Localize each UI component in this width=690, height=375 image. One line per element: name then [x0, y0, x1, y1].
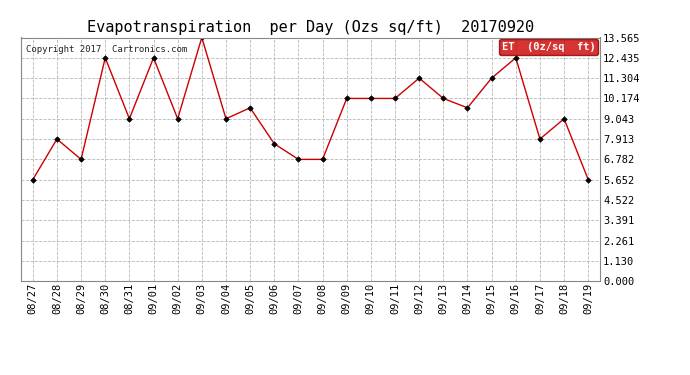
Text: Copyright 2017  Cartronics.com: Copyright 2017 Cartronics.com	[26, 45, 188, 54]
Legend: ET  (0z/sq  ft): ET (0z/sq ft)	[499, 39, 598, 55]
Title: Evapotranspiration  per Day (Ozs sq/ft)  20170920: Evapotranspiration per Day (Ozs sq/ft) 2…	[87, 20, 534, 35]
